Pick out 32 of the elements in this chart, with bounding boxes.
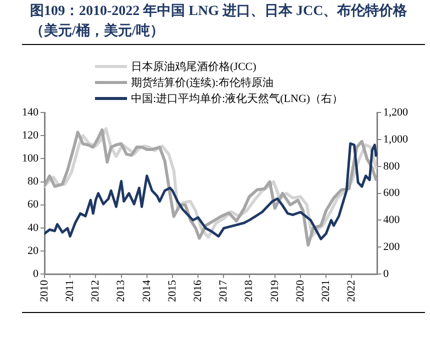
chart-title: 图109：2010-2022 年中国 LNG 进口、日本 JCC、布伦特价格（美元/桶，美元/吨） (30, 2, 408, 41)
x-tick-label: 2015 (166, 280, 178, 302)
y-tick-label: 60 (28, 198, 39, 211)
y-tick-label: 120 (22, 130, 39, 142)
x-tick-label: 2018 (243, 280, 256, 302)
y2-tick-label: 0 (383, 268, 390, 280)
x-tick-label: 2013 (115, 280, 128, 302)
y2-tick-label: 600 (383, 187, 400, 200)
legend-label: 日本原油鸡尾酒价格(JCC) (131, 60, 256, 74)
legend-label: 中国:进口平均单价:液化天然气(LNG)（右） (131, 92, 344, 106)
y-tick-label: 80 (28, 176, 39, 188)
y-tick-label: 40 (28, 222, 39, 234)
legend-label: 期货结算价(连续):布伦特原油 (131, 76, 274, 90)
y2-tick-label: 400 (383, 214, 400, 226)
x-tick-label: 2012 (90, 280, 102, 302)
x-tick-label: 2022 (346, 280, 358, 302)
x-tick-label: 2011 (64, 280, 76, 302)
y-tick-label: 100 (22, 152, 39, 165)
y2-tick-label: 200 (383, 240, 400, 253)
x-tick-label: 2016 (192, 280, 204, 302)
x-tick-label: 2014 (140, 280, 153, 302)
y2-tick-label: 800 (383, 160, 400, 172)
x-tick-label: 2010 (38, 280, 50, 302)
x-tick-label: 2019 (268, 280, 281, 302)
y2-tick-label: 1,000 (383, 133, 408, 146)
y-tick-label: 140 (22, 106, 39, 118)
y-tick-label: 20 (28, 244, 39, 257)
x-tick-label: 2020 (294, 280, 306, 302)
x-tick-label: 2017 (218, 280, 230, 302)
y-tick-label: 0 (33, 268, 39, 280)
y2-tick-label: 1,200 (383, 106, 408, 118)
x-tick-label: 2021 (320, 280, 332, 302)
